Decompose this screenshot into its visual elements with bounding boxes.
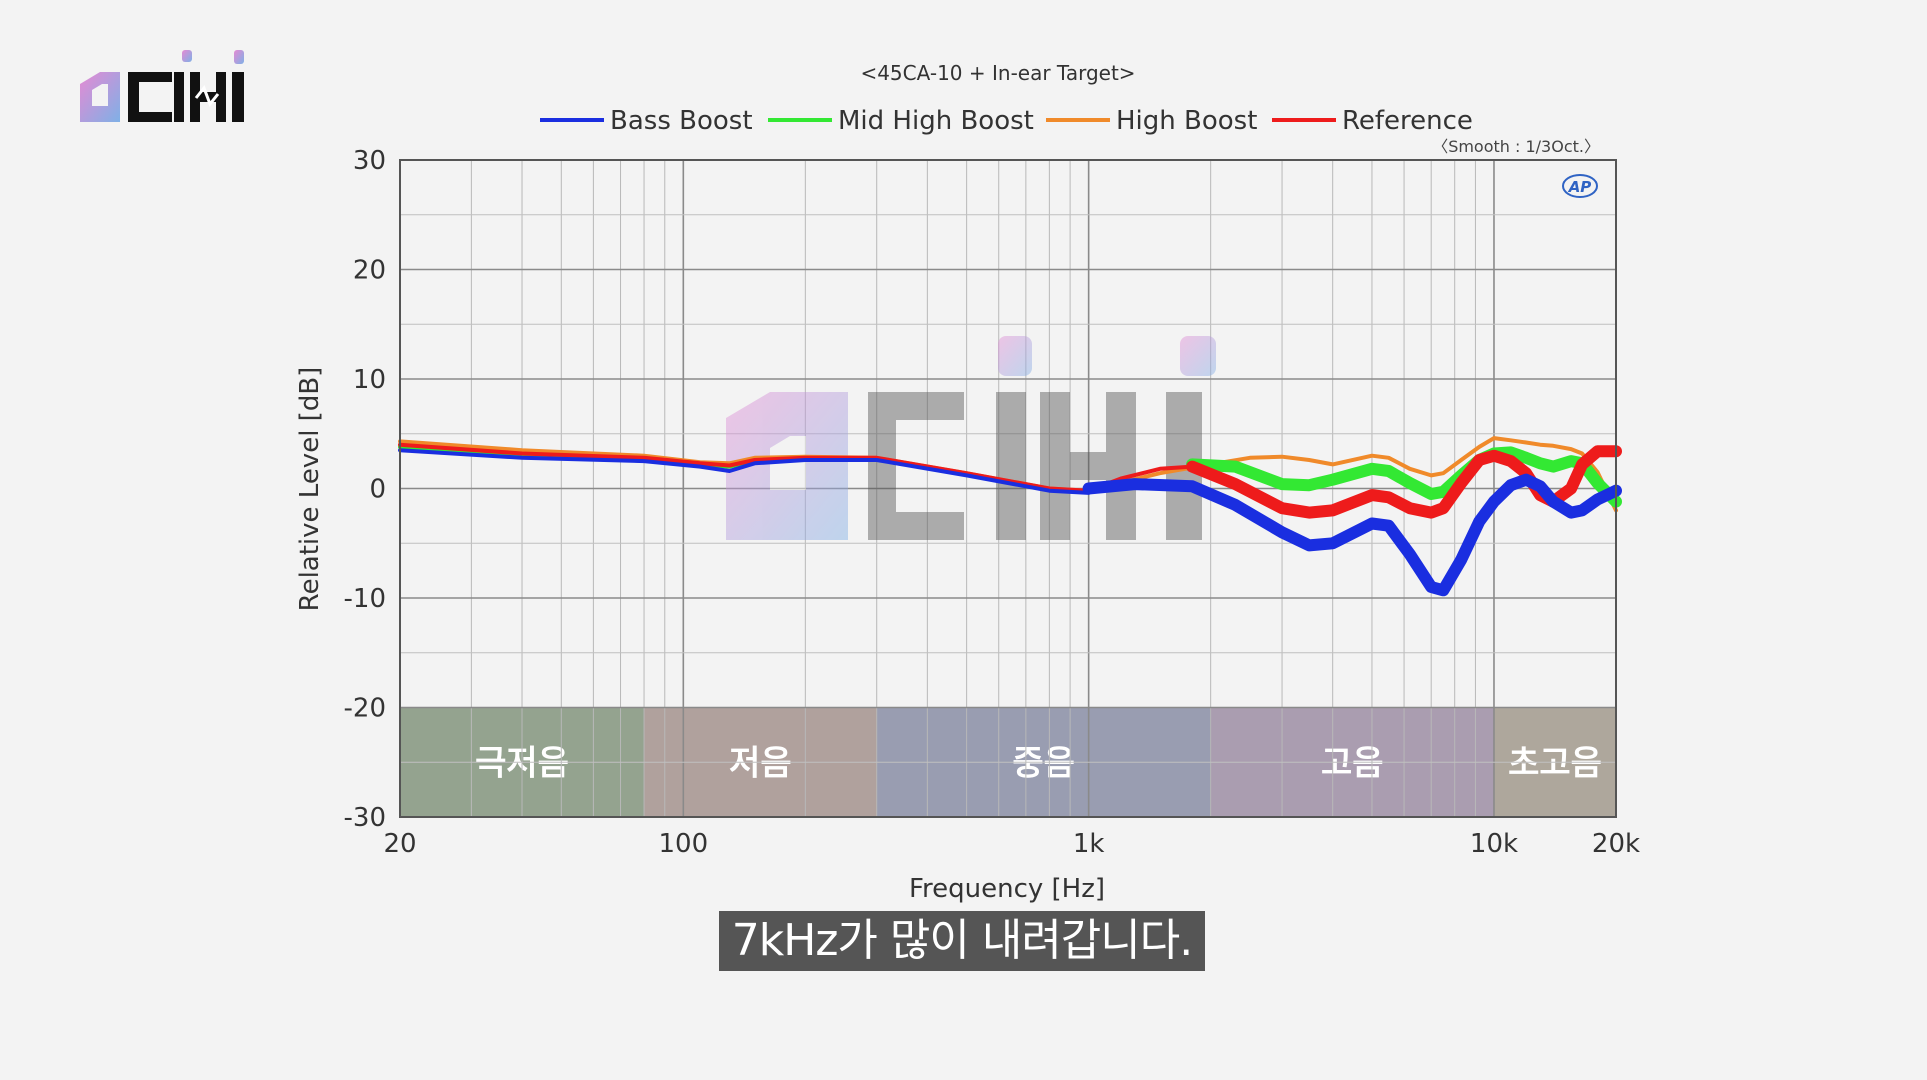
- band-label: 고음: [1321, 743, 1384, 783]
- watermark-logo: [726, 336, 1216, 540]
- y-tick-label: 30: [353, 146, 386, 176]
- legend-label: High Boost: [1116, 106, 1257, 136]
- legend: Bass Boost Mid High Boost High Boost Refere…: [540, 106, 1473, 136]
- ap-badge-label: AP: [1568, 178, 1592, 196]
- x-axis-label: Frequency [Hz]: [909, 874, 1105, 904]
- y-tick-label: -20: [344, 694, 386, 724]
- y-tick-label: 10: [353, 365, 386, 395]
- series-emphasis-3: [1186, 445, 1622, 519]
- band-label: 저음: [729, 743, 792, 783]
- y-tick-label: -10: [344, 584, 386, 614]
- dimi-logo: [80, 50, 244, 122]
- legend-label: Mid High Boost: [838, 106, 1034, 136]
- smoothing-note: 〈Smooth : 1/3Oct.〉: [1432, 137, 1600, 156]
- chart-title: <45CA-10 + In-ear Target>: [860, 61, 1135, 85]
- y-tick-label: -30: [344, 803, 386, 833]
- x-tick-label: 1k: [1073, 829, 1105, 859]
- x-tick-label: 100: [658, 829, 708, 859]
- legend-label: Bass Boost: [610, 106, 753, 136]
- series-emphasis-0: [1082, 473, 1622, 597]
- y-tick-label: 20: [353, 256, 386, 286]
- x-tick-label: 10k: [1470, 829, 1518, 859]
- series-line-0: [398, 448, 1091, 495]
- band-label: 중음: [1012, 743, 1075, 783]
- y-axis-label: Relative Level [dB]: [295, 367, 325, 612]
- x-tick-label: 20k: [1592, 829, 1640, 859]
- band-label: 초고음: [1508, 743, 1602, 783]
- plot-frame: [399, 159, 1617, 818]
- ap-badge: AP: [1562, 174, 1598, 198]
- legend-label: Reference: [1342, 106, 1473, 136]
- x-tick-label: 20: [383, 829, 416, 859]
- subtitle-caption: 7kHz가 많이 내려갑니다.: [719, 911, 1205, 971]
- y-tick-label: 0: [369, 475, 386, 505]
